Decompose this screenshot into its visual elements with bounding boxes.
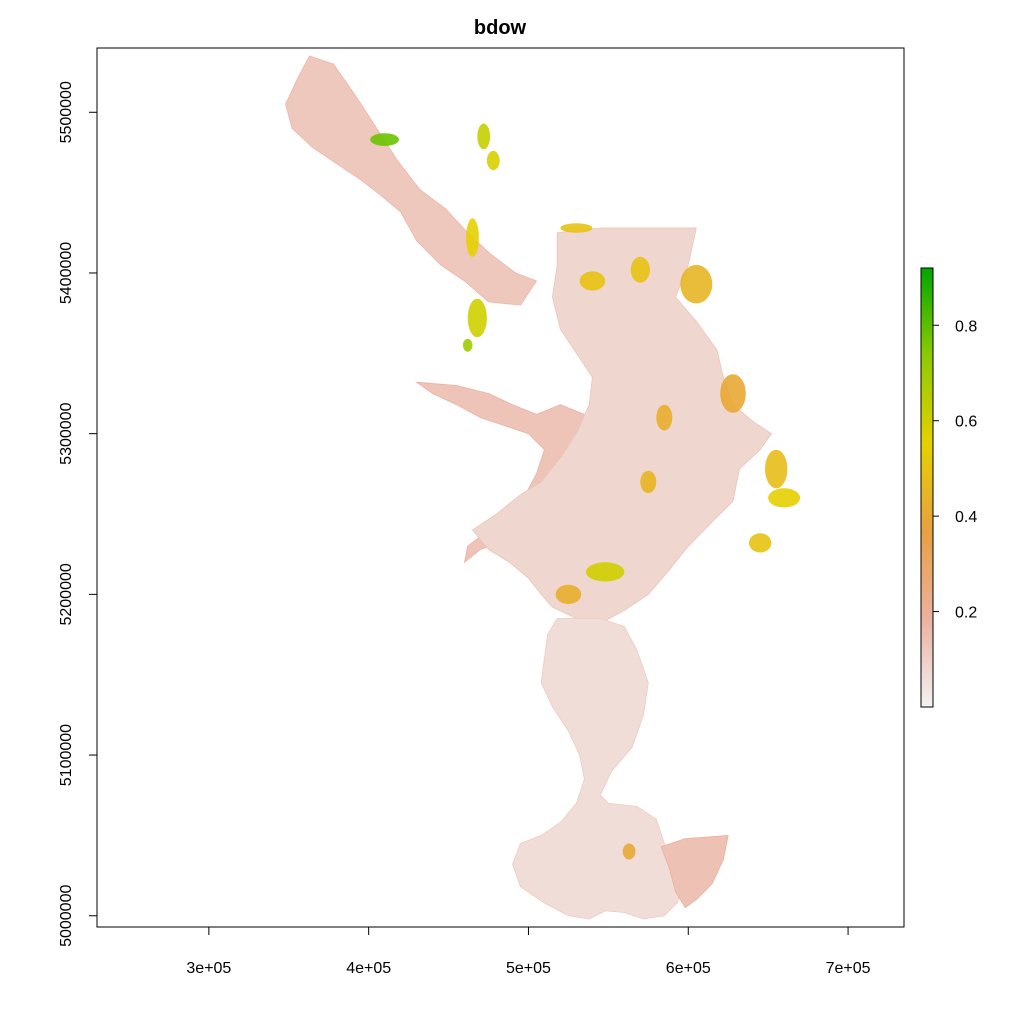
- hotspot-15: [640, 470, 657, 494]
- hotspot-10: [720, 374, 746, 413]
- region-northwest-strip: [285, 55, 538, 306]
- hotspot-18: [560, 223, 593, 233]
- y-tick-label: 5500000: [58, 81, 75, 143]
- hotspot-8: [630, 256, 650, 283]
- y-tick-label: 5200000: [58, 563, 75, 625]
- hotspot-13: [768, 488, 801, 508]
- region-cascade-core: [471, 227, 772, 624]
- hotspot-16: [586, 562, 625, 582]
- hotspot-17: [555, 584, 582, 605]
- plot-frame: [96, 47, 905, 928]
- y-tick-label: 5300000: [58, 402, 75, 464]
- y-tick-label: 5400000: [58, 242, 75, 304]
- hotspot-19: [622, 843, 636, 860]
- hotspot-7: [579, 271, 606, 291]
- legend-tick-label: 0.8: [955, 318, 977, 335]
- hotspot-9: [680, 264, 713, 304]
- hotspot-6: [462, 338, 473, 352]
- legend-tick-label: 0.2: [955, 605, 977, 622]
- y-tick-label: 5100000: [58, 724, 75, 786]
- chart-title: bdow: [474, 17, 527, 39]
- hotspot-11: [656, 404, 673, 431]
- legend-color-bar: [920, 267, 934, 708]
- x-tick-label: 3e+05: [186, 960, 231, 977]
- y-tick-label: 5000000: [58, 885, 75, 947]
- x-tick-label: 5e+05: [506, 960, 551, 977]
- region-southern-lobe: [512, 618, 686, 920]
- hotspot-3: [486, 150, 500, 171]
- map-hotspots: [370, 123, 801, 860]
- x-tick-label: 6e+05: [666, 960, 711, 977]
- hotspot-4: [466, 218, 479, 257]
- legend-tick-label: 0.4: [955, 509, 977, 526]
- region-southern-lobe-east: [660, 834, 729, 909]
- y-axis: 5000000 5100000 5200000 5300000 5400000 55000…: [58, 81, 98, 947]
- x-tick-label: 4e+05: [346, 960, 391, 977]
- hotspot-5: [467, 298, 487, 338]
- hotspot-14: [749, 533, 772, 553]
- color-legend: 0.2 0.4 0.6 0.8: [920, 267, 977, 708]
- map-regions: [285, 55, 772, 920]
- hotspot-12: [765, 449, 788, 489]
- hotspot-2: [477, 123, 491, 150]
- x-tick-label: 7e+05: [826, 960, 871, 977]
- legend-tick-label: 0.6: [955, 414, 977, 431]
- x-axis: 3e+05 4e+05 5e+05 6e+05 7e+05: [186, 926, 871, 977]
- hotspot-1: [370, 133, 399, 147]
